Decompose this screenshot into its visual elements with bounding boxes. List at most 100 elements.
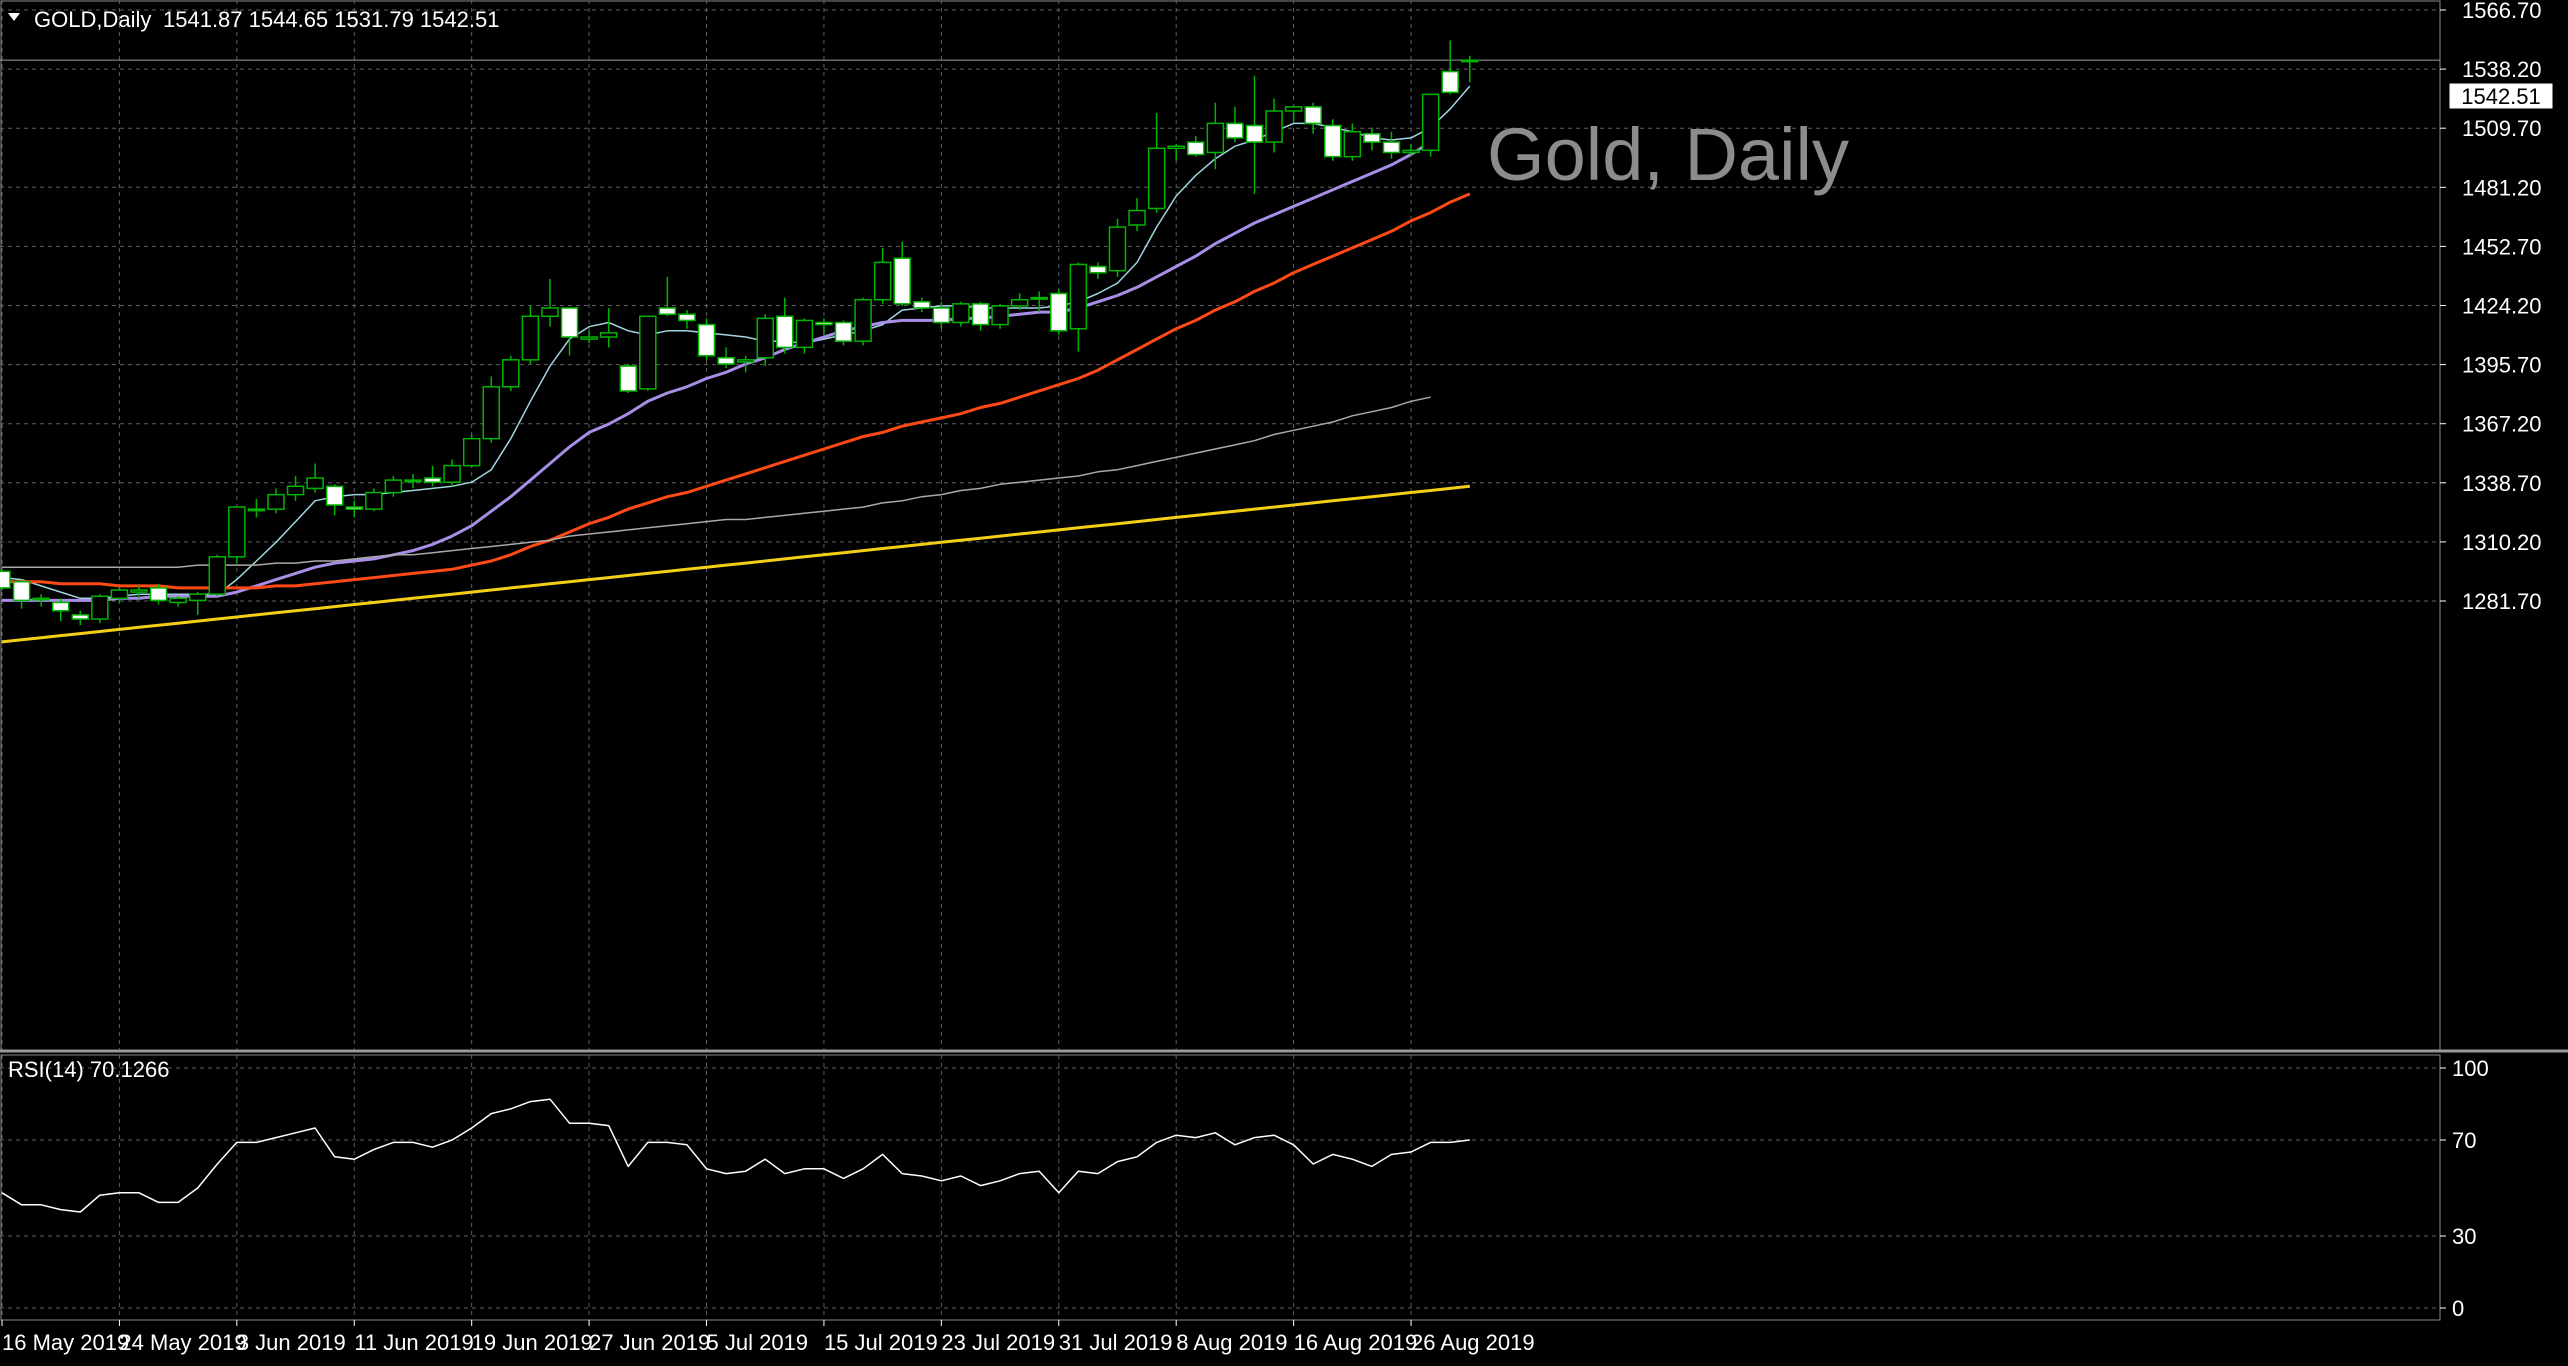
y-tick-label: 1367.20 [2462, 412, 2542, 437]
candle-body-bear [12, 580, 31, 602]
candle-body-bear [560, 307, 579, 338]
candle-body-bull [756, 317, 774, 359]
candle-body-bull [736, 359, 755, 363]
candle-body-bull [462, 437, 481, 467]
candle-body-bull [1069, 263, 1088, 330]
candle [1461, 55, 1479, 83]
candle [1147, 113, 1166, 213]
grid-layer [0, 0, 2568, 1321]
x-tick-label: 11 Jun 2019 [354, 1330, 473, 1355]
candle-body-bull [404, 479, 422, 483]
y-tick-label: 1538.20 [2462, 57, 2542, 82]
candle-body-bull [306, 477, 324, 490]
ma-line-cyan [1, 85, 1471, 600]
x-tick-label: 26 Aug 2019 [1411, 1330, 1535, 1355]
candle-body-bull [521, 315, 540, 361]
x-tick-label: 27 Jun 2019 [589, 1330, 710, 1355]
candle-body-bull [208, 556, 227, 595]
candle-body-bear [325, 485, 344, 506]
candle [51, 598, 70, 622]
candle [560, 307, 579, 356]
candle-body-bear [913, 301, 931, 309]
x-tick-label: 16 May 2019 [2, 1330, 129, 1355]
header-bar[interactable]: GOLD,Daily 1541.87 1544.65 1531.79 1542.… [8, 7, 499, 32]
candle-body-bear [1050, 292, 1068, 332]
candle [815, 318, 833, 335]
y-tick-label: 1452.70 [2462, 234, 2542, 259]
candle [932, 301, 951, 329]
candle [91, 594, 109, 624]
candle-body-bull [1343, 130, 1362, 158]
candle-body-bear [1245, 124, 1264, 143]
candle-body-bull [228, 506, 246, 558]
candle-body-bull [599, 332, 618, 338]
candle [482, 376, 500, 443]
candle [1167, 144, 1185, 161]
candle [149, 583, 168, 605]
candle-body-bull [873, 261, 892, 301]
candle-body-bull [130, 589, 148, 593]
candle-body-bear [893, 257, 911, 305]
current-price-tag: 1542.51 [2448, 82, 2554, 110]
y-tick-label: 1310.20 [2462, 530, 2542, 555]
y-tick-label: 1281.70 [2462, 589, 2542, 614]
candle-body-bull [1206, 122, 1225, 154]
candle-body-bull [854, 298, 872, 342]
candle [0, 569, 11, 591]
candle [521, 305, 540, 364]
candle [502, 355, 520, 391]
candle [1069, 262, 1088, 352]
candle-body-bear [1324, 124, 1342, 158]
candle-body-bull [1030, 296, 1048, 300]
candle-body-bear [717, 357, 735, 365]
x-tick-label: 16 Aug 2019 [1294, 1330, 1418, 1355]
candle [1206, 102, 1225, 170]
rsi-line [1, 1098, 1470, 1213]
candle [893, 241, 911, 306]
candle [1030, 291, 1048, 313]
candle-body-bull [365, 491, 383, 510]
candle [228, 506, 246, 564]
candle-body-bull [991, 305, 1009, 326]
candle [736, 355, 755, 373]
candle [1010, 293, 1029, 311]
candle [325, 484, 344, 516]
candle [795, 318, 814, 354]
candle-body-bull [1147, 147, 1166, 210]
candle-body-bear [658, 307, 677, 315]
collapse-triangle-icon[interactable] [8, 13, 20, 21]
candle-body-bull [110, 589, 129, 600]
candle [286, 475, 305, 501]
candle-body-bull [384, 479, 403, 494]
candle-body-bear [815, 321, 833, 326]
candle [1050, 289, 1068, 335]
candle-body-bull [1461, 59, 1479, 63]
candle-body-bear [619, 365, 637, 392]
candle-body-bull [795, 319, 814, 349]
candle [541, 278, 559, 327]
candle-body-bear [834, 321, 853, 342]
rsi-y-tick-label: 0 [2452, 1296, 2464, 1321]
candle-body-bear [1363, 133, 1381, 143]
x-tick-label: 3 Jun 2019 [237, 1330, 346, 1355]
candle-body-bull [267, 493, 285, 510]
candle-body-bull [1402, 149, 1420, 154]
ma-line-grey [2, 396, 1431, 568]
candle-body-bull [541, 307, 559, 318]
candle-body-bear [1226, 122, 1244, 139]
candle [599, 307, 618, 348]
candle [267, 488, 285, 514]
candle-body-bear [776, 315, 794, 349]
candle [169, 596, 187, 607]
candle-body-bear [1187, 141, 1205, 156]
candle-body-bull [188, 593, 207, 602]
x-tick-label: 23 Jul 2019 [941, 1330, 1055, 1355]
candle [384, 475, 403, 497]
y-tick-label: 1395.70 [2462, 353, 2542, 378]
candle [1245, 75, 1264, 194]
rsi-pane-frame [0, 1054, 2441, 1321]
candle-body-bear [423, 477, 442, 483]
